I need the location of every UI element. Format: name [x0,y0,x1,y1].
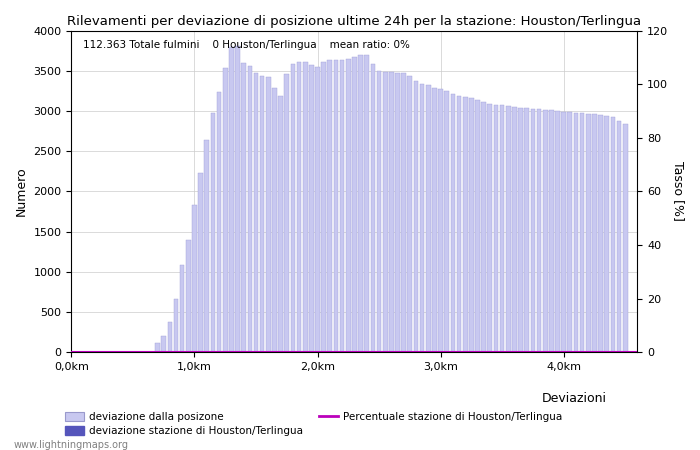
Bar [266,77,271,352]
Bar [524,108,529,352]
Bar [334,59,338,352]
Bar [248,66,252,352]
Bar [389,72,393,352]
Bar [155,342,160,352]
Bar [217,93,221,352]
Bar [290,64,295,352]
Bar [315,67,320,352]
Bar [586,114,591,352]
Text: www.lightningmaps.org: www.lightningmaps.org [14,440,129,450]
Bar [432,88,437,352]
Bar [223,68,228,352]
Bar [549,110,554,352]
Bar [561,112,566,352]
Bar [518,108,523,352]
Bar [407,76,412,352]
Bar [260,76,265,352]
Bar [604,116,609,352]
Bar [272,89,276,352]
Bar [186,240,190,352]
Bar [328,60,332,352]
Bar [383,72,388,352]
Bar [358,55,363,352]
Bar [426,85,430,352]
Bar [395,73,400,352]
Bar [284,74,289,352]
Bar [482,102,486,352]
Bar [598,115,603,352]
Bar [253,73,258,352]
Bar [531,108,536,352]
Bar [204,140,209,352]
Bar [229,47,234,352]
Bar [309,65,314,352]
Bar [500,105,505,352]
Bar [346,58,351,352]
Bar [162,336,166,352]
Bar [506,106,510,352]
Bar [420,84,424,352]
Text: 112.363 Totale fulmini    0 Houston/Terlingua    mean ratio: 0%: 112.363 Totale fulmini 0 Houston/Terling… [83,40,410,50]
Bar [463,96,468,352]
Bar [303,62,307,352]
Bar [167,322,172,352]
Bar [475,100,480,352]
Bar [377,71,382,352]
Bar [235,46,240,352]
Bar [340,60,344,352]
Bar [580,113,584,352]
Bar [414,81,419,352]
Bar [438,89,443,352]
Bar [623,124,627,352]
Bar [487,104,492,352]
Bar [192,205,197,352]
Bar [494,105,498,352]
Bar [180,266,185,352]
Bar [568,112,572,352]
Bar [174,299,178,352]
Bar [537,109,541,352]
Bar [279,96,283,352]
Bar [592,114,597,352]
Bar [352,57,357,352]
Text: Deviazioni: Deviazioni [542,392,606,405]
Y-axis label: Numero: Numero [15,166,28,216]
Bar [555,111,560,352]
Bar [456,96,461,352]
Bar [617,121,622,352]
Legend: deviazione dalla posizone, deviazione stazione di Houston/Terlingua, Percentuale: deviazione dalla posizone, deviazione st… [61,408,566,440]
Bar [451,94,455,352]
Bar [543,110,547,352]
Bar [211,112,216,352]
Bar [610,117,615,352]
Bar [469,98,474,352]
Bar [198,173,203,352]
Bar [444,91,449,352]
Bar [321,62,326,352]
Y-axis label: Tasso [%]: Tasso [%] [672,162,685,221]
Title: Rilevamenti per deviazione di posizione ultime 24h per la stazione: Houston/Terl: Rilevamenti per deviazione di posizione … [67,15,641,28]
Bar [241,63,246,352]
Bar [573,112,578,352]
Bar [401,73,406,352]
Bar [512,107,517,352]
Bar [370,63,375,352]
Bar [365,55,369,352]
Bar [297,62,302,352]
